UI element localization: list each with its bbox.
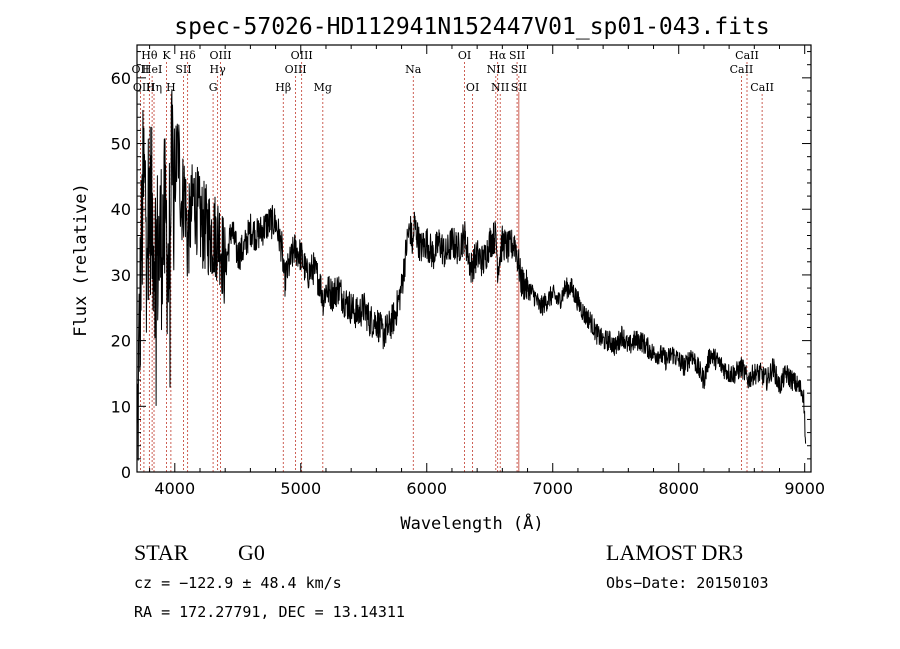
y-tick-label: 20 — [111, 332, 131, 351]
spectral-line-label: SII — [511, 81, 527, 94]
spectral-line-label: Mg — [314, 81, 332, 94]
spectral-line-label: Hη — [146, 81, 162, 94]
x-axis: 4000 5000 6000 7000 8000 9000 — [149, 45, 825, 498]
spectral-line-label: OIII — [291, 49, 313, 62]
spectral-line-label: CaII — [750, 81, 774, 94]
x-tick-label: 7000 — [532, 479, 573, 498]
spectral-line-label: Hδ — [180, 49, 197, 62]
spectral-line-label: Hθ — [141, 49, 158, 62]
spectral-line-label: Na — [405, 63, 422, 76]
spectral-line-label: OII — [132, 63, 150, 76]
spectral-line-label: SII — [511, 63, 527, 76]
spectral-line-label: OI — [458, 49, 471, 62]
spectral-line-label: CaII — [735, 49, 759, 62]
x-tick-label: 4000 — [154, 479, 195, 498]
spectral-line-label: NII — [487, 63, 505, 76]
spectral-line-label: Hβ — [275, 81, 291, 94]
spectral-line-label: K — [162, 49, 171, 62]
spectrum-series — [136, 89, 807, 461]
y-axis-label: Flux (relative) — [71, 183, 91, 337]
coordinates: RA = 172.27791, DEC = 13.14311 — [134, 603, 405, 621]
spectral-line-label: HeI — [142, 63, 162, 76]
spectral-line-label: OIII — [209, 49, 231, 62]
x-tick-label: 9000 — [784, 479, 825, 498]
x-tick-label: 6000 — [406, 479, 447, 498]
y-tick-label: 60 — [111, 69, 131, 88]
object-class: STAR — [134, 540, 189, 565]
spectral-line-label: OI — [466, 81, 479, 94]
spectral-line-label: Hγ — [210, 63, 227, 76]
x-tick-label: 8000 — [658, 479, 699, 498]
y-tick-label: 40 — [111, 200, 131, 219]
spectral-line-label: NII — [491, 81, 509, 94]
spectral-line-label: Hα — [489, 49, 507, 62]
object-subclass: G0 — [238, 540, 265, 565]
y-tick-label: 0 — [121, 463, 131, 482]
spectral-line-label: SII — [509, 49, 525, 62]
observation-date: Obs−Date: 20150103 — [606, 574, 769, 592]
spectrum-line — [136, 89, 807, 461]
x-axis-label: Wavelength (Å) — [400, 512, 543, 534]
spectral-line-label: H — [166, 81, 176, 94]
y-axis: 0 10 20 30 40 50 60 — [111, 51, 811, 482]
spectral-line-label: SII — [175, 63, 191, 76]
survey-name: LAMOST DR3 — [606, 540, 744, 565]
spectral-line-label: CaII — [730, 63, 754, 76]
chart-title: spec-57026-HD112941N152447V01_sp01-043.f… — [174, 14, 769, 40]
spectral-line-label: OIII — [285, 63, 307, 76]
y-tick-label: 10 — [111, 397, 131, 416]
spectral-line-label: G — [209, 81, 218, 94]
y-tick-label: 50 — [111, 135, 131, 154]
plot-frame — [136, 44, 812, 473]
redshift-cz: cz = −122.9 ± 48.4 km/s — [134, 574, 342, 592]
y-tick-label: 30 — [111, 266, 131, 285]
x-tick-label: 5000 — [280, 479, 321, 498]
